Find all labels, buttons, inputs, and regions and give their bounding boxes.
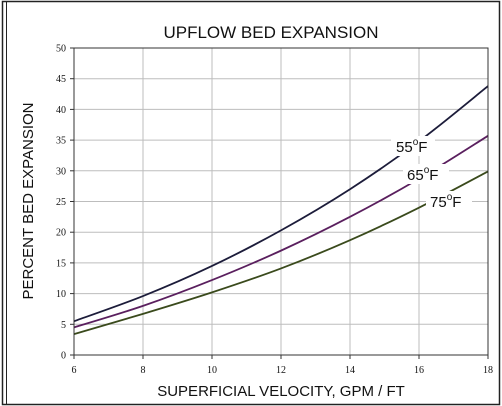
y-tick-label: 5	[61, 320, 66, 331]
y-tick-label: 40	[56, 105, 66, 116]
x-tick-label: 8	[141, 365, 146, 376]
tick-labels: 0 5 10 15 20 25 30 35 40 45 50 6 8 10 12 14 16 18	[56, 44, 493, 377]
series-line-75f	[73, 170, 489, 335]
y-tick-label: 50	[56, 44, 66, 55]
x-tick-label: 14	[345, 365, 355, 376]
y-tick-label: 15	[56, 258, 66, 269]
x-axis-label: SUPERFICIAL VELOCITY, GPM / FT	[157, 383, 405, 400]
label-55-bg	[391, 136, 435, 156]
x-tick-label: 18	[483, 365, 493, 376]
x-tick-label: 16	[414, 365, 424, 376]
y-tick-label: 25	[56, 197, 66, 208]
curve-label-55f: 55oF	[396, 137, 427, 156]
curve-label-65f: 65oF	[407, 165, 438, 184]
y-tick-label: 0	[61, 351, 66, 362]
label-65-bg	[403, 164, 449, 184]
x-tick-label: 6	[72, 365, 77, 376]
chart-title: UPFLOW BED EXPANSION	[163, 23, 378, 42]
y-tick-label: 35	[56, 136, 66, 147]
y-tick-label: 20	[56, 228, 66, 239]
curve-label-75f: 75oF	[430, 192, 461, 211]
plot-frame	[73, 47, 489, 356]
y-tick-label: 45	[56, 74, 66, 85]
y-axis-label: PERCENT BED EXPANSION	[20, 103, 37, 300]
y-tick-label: 30	[56, 166, 66, 177]
x-tick-label: 10	[207, 365, 217, 376]
y-tick-label: 10	[56, 289, 66, 300]
x-tick-label: 12	[276, 365, 286, 376]
label-75-bg	[426, 191, 472, 211]
